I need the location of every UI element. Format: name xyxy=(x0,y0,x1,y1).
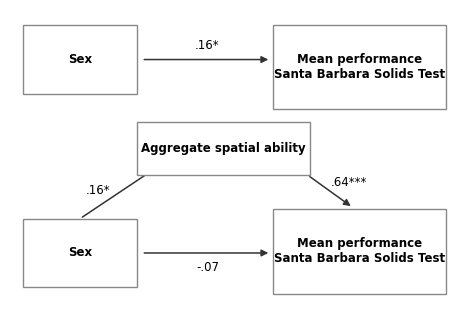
Text: .16*: .16* xyxy=(86,184,110,197)
FancyBboxPatch shape xyxy=(273,25,447,110)
Text: Sex: Sex xyxy=(68,53,92,66)
FancyBboxPatch shape xyxy=(137,122,310,175)
Text: Mean performance
Santa Barbara Solids Test: Mean performance Santa Barbara Solids Te… xyxy=(274,53,446,81)
FancyBboxPatch shape xyxy=(23,219,137,287)
Text: Sex: Sex xyxy=(68,246,92,259)
FancyBboxPatch shape xyxy=(273,209,447,293)
Text: -.07: -.07 xyxy=(196,261,219,274)
Text: .64***: .64*** xyxy=(330,176,367,189)
Text: Aggregate spatial ability: Aggregate spatial ability xyxy=(141,142,306,155)
Text: Mean performance
Santa Barbara Solids Test: Mean performance Santa Barbara Solids Te… xyxy=(274,238,446,266)
FancyBboxPatch shape xyxy=(23,25,137,94)
Text: .16*: .16* xyxy=(195,39,220,52)
